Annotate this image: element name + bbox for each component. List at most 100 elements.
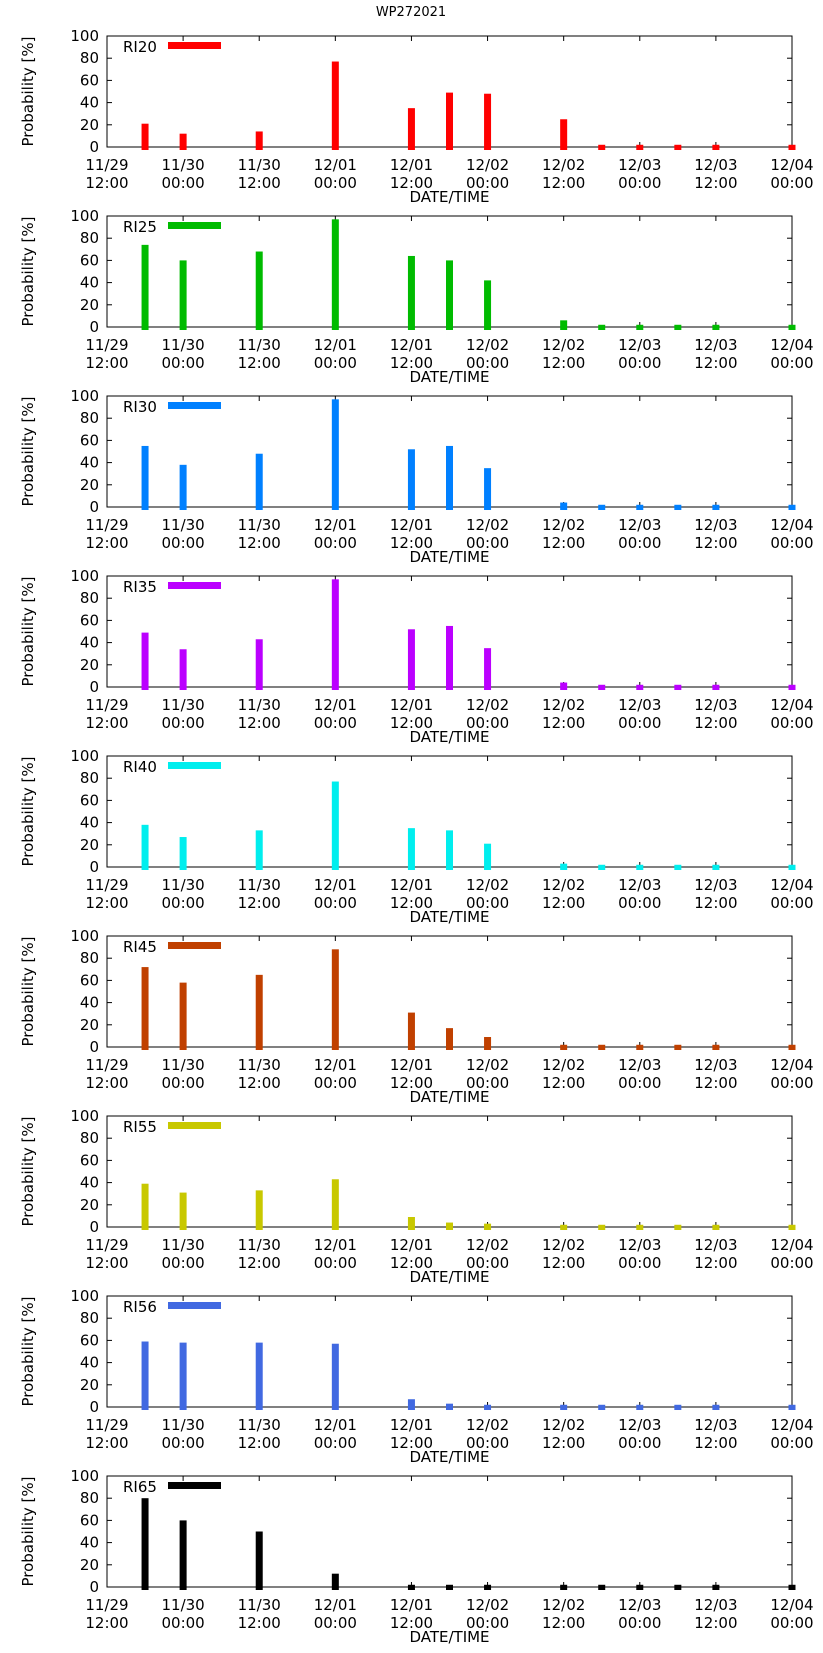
x-tick-label-date: 11/29	[85, 156, 128, 174]
x-tick-label-time: 00:00	[161, 1614, 204, 1632]
bar-ri20-10	[674, 144, 682, 150]
bar-ri45-4	[407, 1012, 415, 1050]
bar-ri25-11	[712, 324, 720, 330]
x-tick-label-date: 12/01	[390, 516, 433, 534]
x-tick-label-date: 12/02	[542, 516, 585, 534]
bar-ri20-11	[712, 144, 720, 150]
bar-ri45-3	[331, 949, 339, 1050]
y-tick-label: 60	[80, 431, 99, 449]
x-tick-label-time: 00:00	[770, 714, 813, 732]
bar-ri65-0	[141, 1498, 149, 1590]
bar-ri56-2	[255, 1342, 263, 1410]
x-tick-label-time: 00:00	[770, 894, 813, 912]
y-tick-label: 20	[80, 1016, 99, 1034]
x-tick-label-date: 12/03	[618, 336, 661, 354]
y-tick-label: 80	[80, 1309, 99, 1327]
x-tick-label-date: 12/03	[618, 876, 661, 894]
bar-ri40-1	[179, 837, 187, 870]
x-tick-label-date: 11/29	[85, 1596, 128, 1614]
x-tick-label-time: 12:00	[238, 354, 281, 372]
x-tick-label-time: 00:00	[314, 894, 357, 912]
bar-ri30-7	[560, 502, 568, 510]
x-tick-label-time: 00:00	[770, 1614, 813, 1632]
x-tick-label-time: 00:00	[618, 354, 661, 372]
x-tick-label-time: 00:00	[161, 894, 204, 912]
y-axis-label: Probability [%]	[19, 396, 37, 506]
bar-ri20-7	[560, 119, 568, 150]
y-axis-label: Probability [%]	[19, 756, 37, 866]
x-tick-label-date: 11/30	[238, 1596, 281, 1614]
y-tick-label: 80	[80, 1489, 99, 1507]
bar-ri25-6	[484, 280, 492, 330]
y-tick-label: 40	[80, 1534, 99, 1552]
x-tick-label-date: 11/29	[85, 1236, 128, 1254]
y-tick-label: 20	[80, 1556, 99, 1574]
legend-swatch	[168, 1122, 221, 1129]
bar-ri20-12	[788, 144, 796, 150]
x-tick-label-time: 00:00	[770, 1434, 813, 1452]
y-tick-label: 80	[80, 1129, 99, 1147]
bar-ri65-8	[598, 1584, 606, 1590]
x-tick-label-time: 12:00	[390, 1074, 433, 1092]
bar-ri45-11	[712, 1044, 720, 1050]
x-tick-label-date: 12/01	[390, 1056, 433, 1074]
x-tick-label-time: 12:00	[694, 1254, 737, 1272]
x-tick-label-date: 12/01	[390, 876, 433, 894]
y-axis-label: Probability [%]	[19, 1116, 37, 1226]
x-tick-label-date: 12/02	[542, 336, 585, 354]
bar-ri30-3	[331, 399, 339, 510]
x-tick-label-date: 11/29	[85, 1056, 128, 1074]
x-tick-label-time: 00:00	[466, 174, 509, 192]
y-axis-label: Probability [%]	[19, 936, 37, 1046]
x-tick-label-date: 12/03	[618, 156, 661, 174]
bar-ri25-2	[255, 251, 263, 330]
panel-ri35: 02040608010011/2912:0011/3000:0011/3012:…	[19, 567, 814, 746]
bar-ri40-0	[141, 824, 149, 870]
x-tick-label-time: 12:00	[694, 534, 737, 552]
x-tick-label-date: 11/30	[238, 876, 281, 894]
x-tick-label-time: 00:00	[618, 1074, 661, 1092]
x-tick-label-date: 12/01	[314, 876, 357, 894]
legend-label: RI20	[123, 38, 157, 56]
x-axis-label: DATE/TIME	[409, 188, 489, 206]
y-tick-label: 40	[80, 1354, 99, 1372]
panel-ri25: 02040608010011/2912:0011/3000:0011/3012:…	[19, 207, 814, 386]
bar-ri30-9	[636, 504, 644, 510]
y-tick-label: 100	[70, 747, 99, 765]
y-tick-label: 40	[80, 454, 99, 472]
x-tick-label-date: 12/02	[542, 1596, 585, 1614]
x-tick-label-date: 12/01	[314, 516, 357, 534]
bar-ri65-7	[560, 1584, 568, 1590]
bar-ri40-11	[712, 864, 720, 870]
bar-ri20-6	[484, 93, 492, 150]
y-tick-label: 0	[89, 678, 99, 696]
legend-label: RI45	[123, 938, 157, 956]
x-tick-label-date: 11/29	[85, 516, 128, 534]
bar-ri45-9	[636, 1044, 644, 1050]
y-tick-label: 0	[89, 318, 99, 336]
x-tick-label-date: 12/02	[466, 1416, 509, 1434]
x-tick-label-time: 00:00	[314, 1434, 357, 1452]
x-tick-label-time: 12:00	[694, 174, 737, 192]
y-tick-label: 20	[80, 476, 99, 494]
x-tick-label-time: 12:00	[542, 534, 585, 552]
x-tick-label-time: 12:00	[542, 1434, 585, 1452]
x-tick-label-date: 12/02	[466, 1236, 509, 1254]
x-tick-label-date: 12/01	[390, 1236, 433, 1254]
bar-ri65-4	[407, 1584, 415, 1590]
x-tick-label-time: 00:00	[161, 1074, 204, 1092]
x-tick-label-time: 00:00	[770, 1074, 813, 1092]
bar-ri65-9	[636, 1584, 644, 1590]
bar-ri65-3	[331, 1573, 339, 1590]
bar-ri25-5	[446, 260, 453, 330]
x-tick-label-date: 11/30	[161, 1236, 204, 1254]
bar-ri25-12	[788, 324, 796, 330]
bar-ri40-3	[331, 781, 339, 870]
x-tick-label-date: 12/01	[390, 1596, 433, 1614]
x-tick-label-date: 12/04	[770, 516, 813, 534]
y-tick-label: 100	[70, 567, 99, 585]
bar-ri45-6	[484, 1037, 492, 1050]
bar-ri40-8	[598, 864, 606, 870]
x-tick-label-date: 12/02	[466, 156, 509, 174]
